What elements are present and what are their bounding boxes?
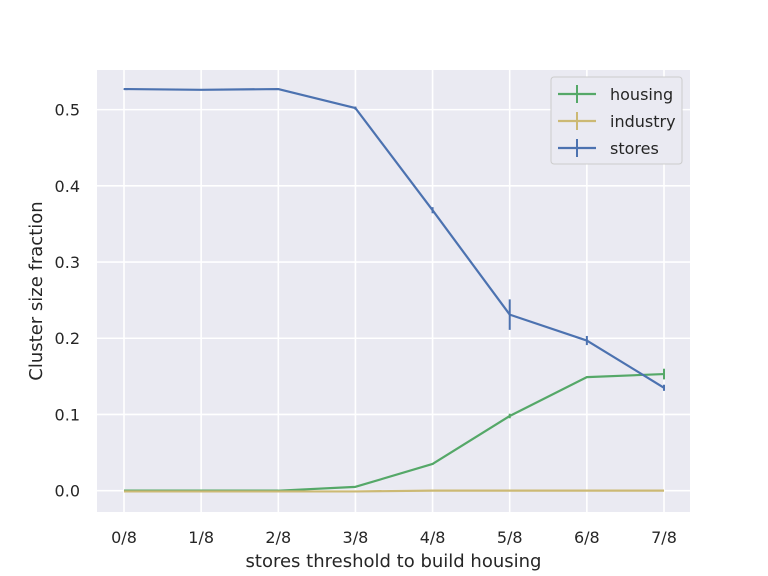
- x-tick-label: 0/8: [111, 528, 137, 547]
- y-tick-label: 0.1: [55, 405, 80, 424]
- series-line-industry: [124, 489, 664, 493]
- legend-box: [550, 76, 683, 165]
- x-tick-label: 3/8: [343, 528, 369, 547]
- legend-label-industry: industry: [610, 112, 676, 131]
- x-tick-label: 7/8: [651, 528, 677, 547]
- y-tick-label: 0.3: [55, 253, 80, 272]
- legend-label-housing: housing: [610, 85, 673, 104]
- y-tick-label: 0.5: [55, 101, 80, 120]
- legend-items: housing industry stores: [558, 85, 676, 158]
- x-axis-label: stores threshold to build housing: [246, 551, 542, 572]
- legend-label-stores: stores: [610, 139, 659, 158]
- series-industry: [124, 489, 664, 493]
- y-axis-label: Cluster size fraction: [26, 201, 47, 380]
- x-tick-label: 5/8: [497, 528, 523, 547]
- x-tick-label: 4/8: [420, 528, 446, 547]
- series-layer: [123, 87, 665, 493]
- y-tick-label: 0.4: [55, 177, 80, 196]
- series-stores: [123, 87, 665, 391]
- y-tick-labels: 0.0 0.1 0.2 0.3 0.4 0.5: [55, 101, 80, 501]
- x-gridlines: [123, 70, 665, 512]
- legend: housing industry stores: [550, 76, 683, 165]
- x-tick-label: 6/8: [574, 528, 600, 547]
- y-tick-label: 0.2: [55, 329, 80, 348]
- y-tick-label: 0.0: [55, 482, 80, 501]
- x-tick-labels: 0/8 1/8 2/8 3/8 4/8 5/8 6/8 7/8: [111, 528, 677, 547]
- x-tick-label: 1/8: [188, 528, 214, 547]
- x-tick-label: 2/8: [265, 528, 291, 547]
- series-line-stores: [123, 87, 665, 389]
